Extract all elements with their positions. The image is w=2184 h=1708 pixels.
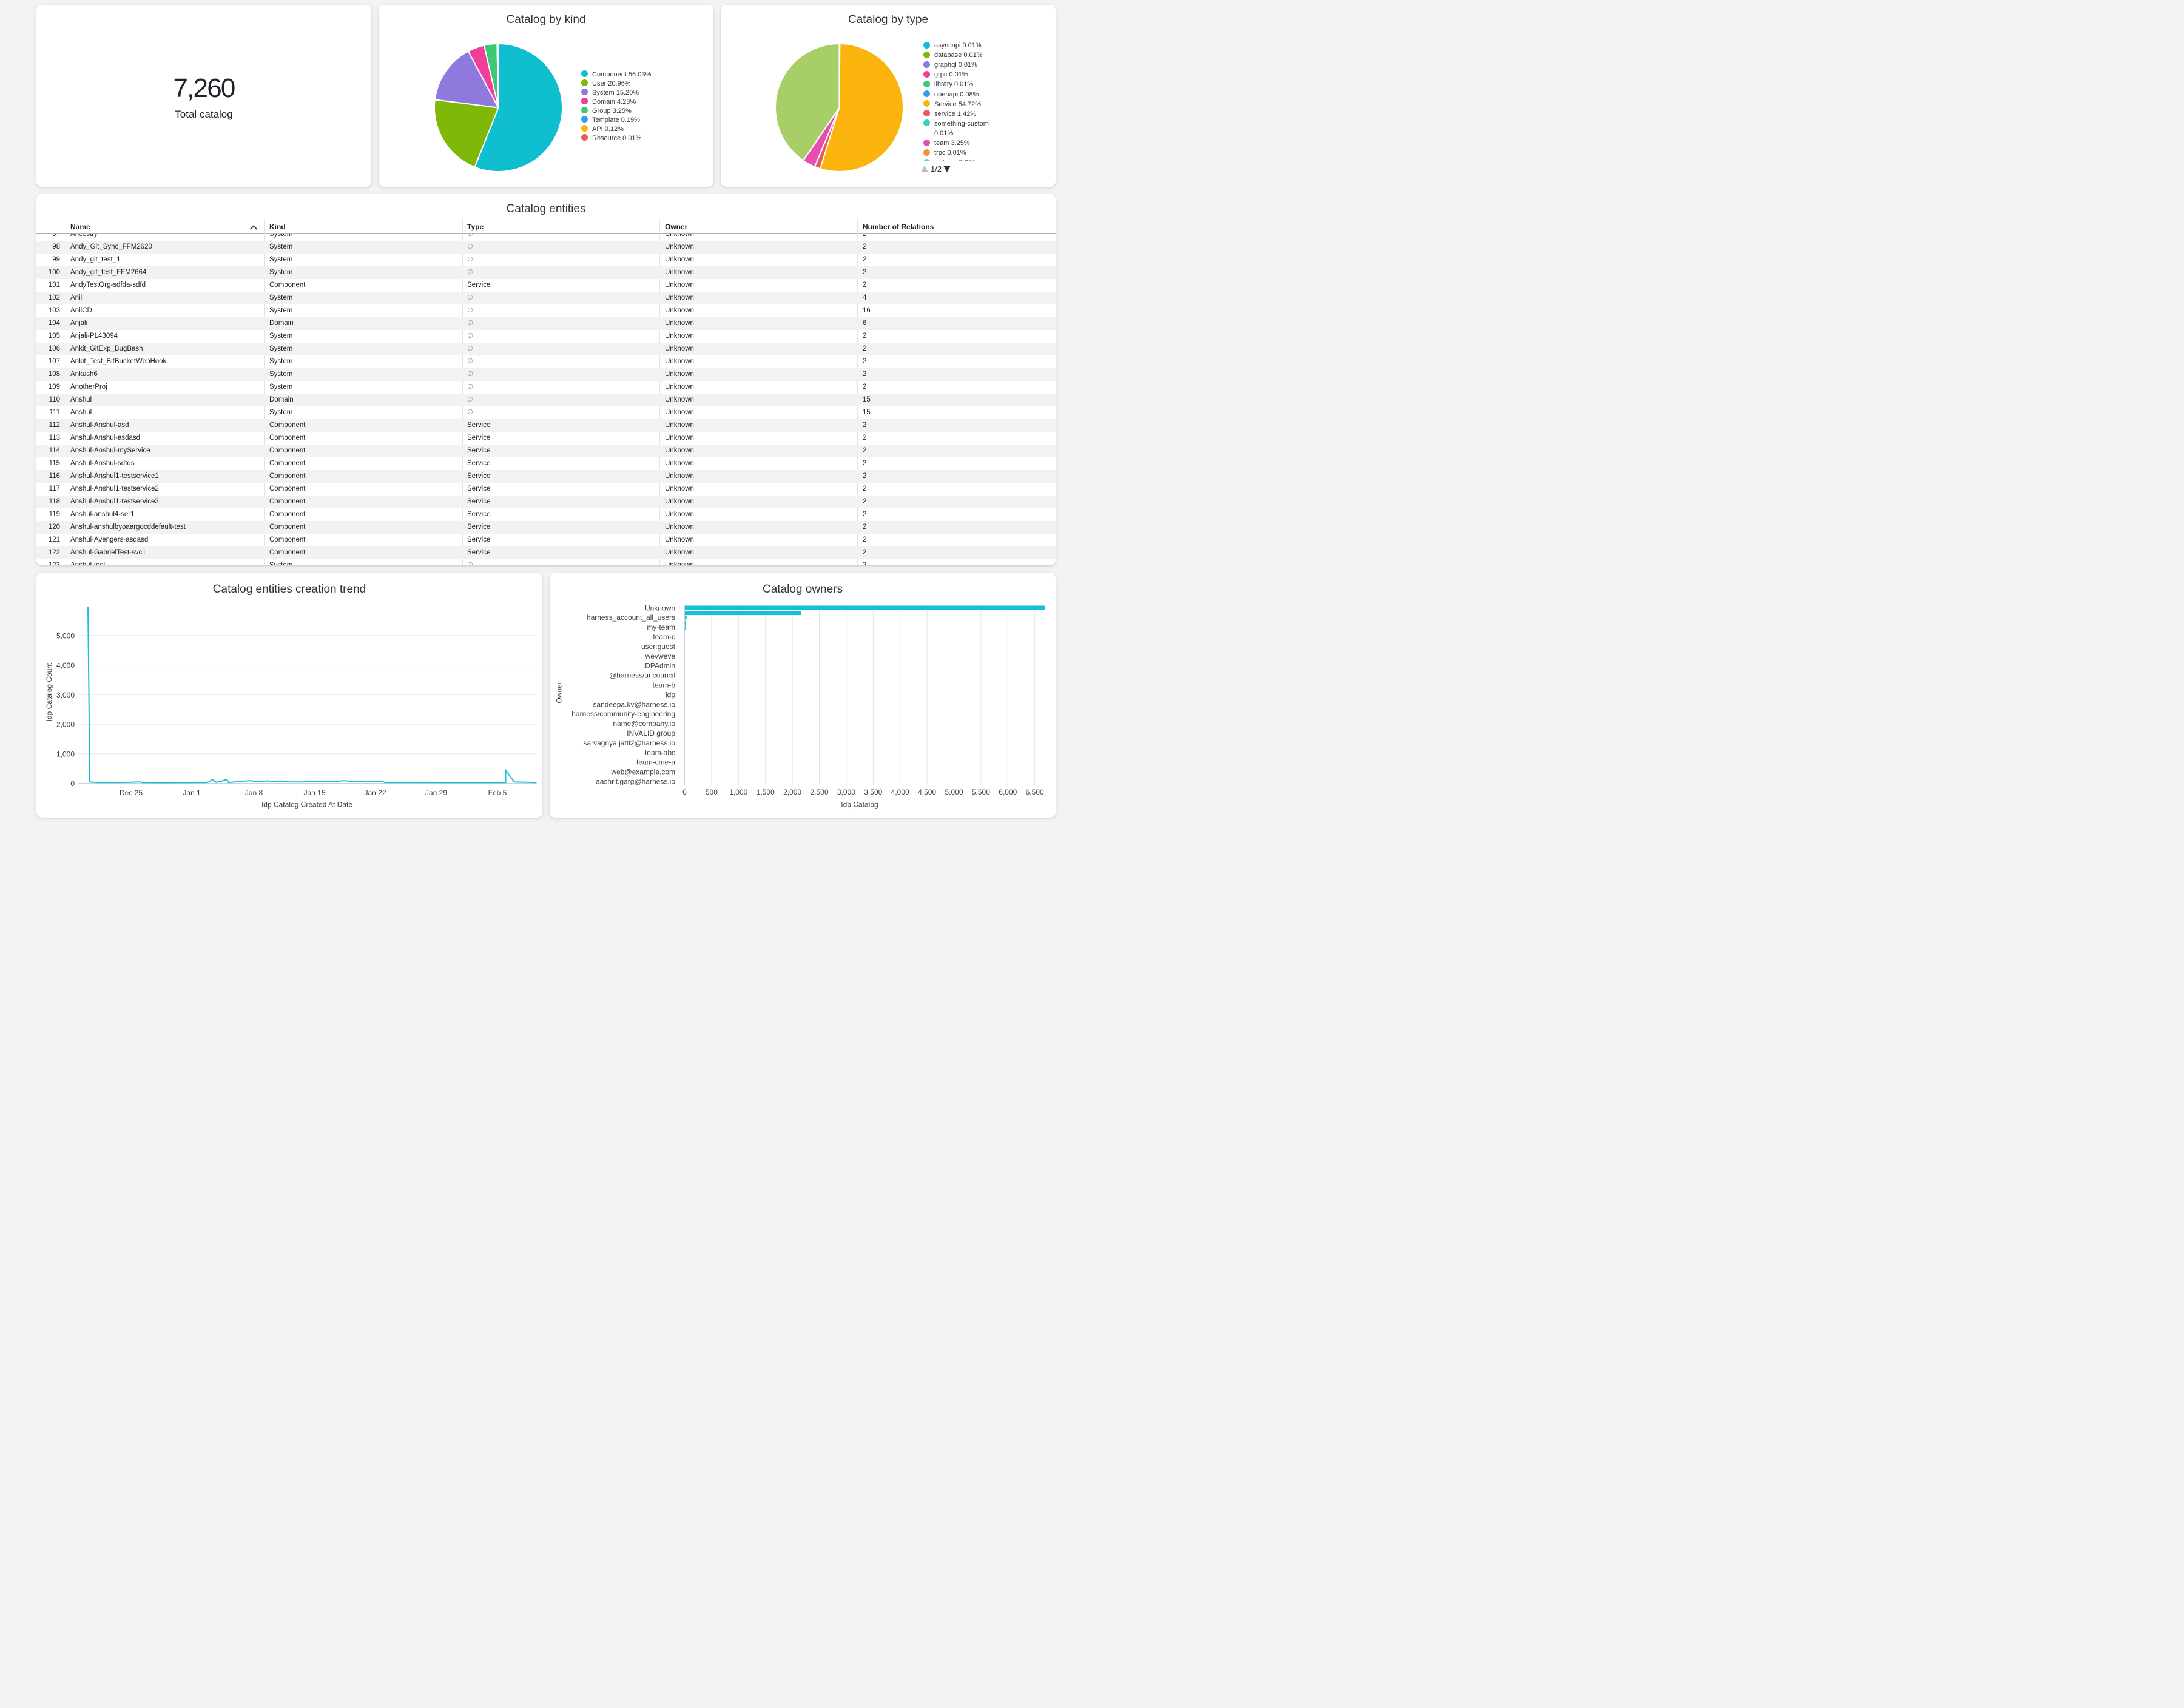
svg-text:Jan 8: Jan 8 [245, 788, 263, 797]
svg-text:user:guest: user:guest [641, 642, 676, 651]
svg-text:web@example.com: web@example.com [610, 768, 675, 776]
svg-text:Jan 15: Jan 15 [303, 788, 325, 797]
svg-text:Dec 25: Dec 25 [120, 788, 143, 797]
svg-text:6,500: 6,500 [1026, 788, 1044, 796]
svg-text:sarvagnya.jatti2@harness.io: sarvagnya.jatti2@harness.io [583, 739, 675, 747]
svg-text:Feb 5: Feb 5 [488, 788, 507, 797]
svg-text:Idp Catalog Count: Idp Catalog Count [45, 662, 53, 721]
svg-text:6,000: 6,000 [999, 788, 1017, 796]
svg-text:2,000: 2,000 [56, 721, 75, 729]
svg-text:4,000: 4,000 [891, 788, 909, 796]
svg-text:INVALID group: INVALID group [627, 729, 675, 738]
svg-text:aashrit.garg@harness.io: aashrit.garg@harness.io [596, 778, 675, 786]
svg-text:0: 0 [70, 779, 75, 788]
svg-text:team-abc: team-abc [645, 748, 675, 757]
svg-text:sandeepa.kv@harness.io: sandeepa.kv@harness.io [593, 700, 675, 708]
svg-text:Idp Catalog Created At Date: Idp Catalog Created At Date [261, 801, 352, 809]
svg-text:IDPAdmin: IDPAdmin [643, 662, 675, 670]
svg-text:5,000: 5,000 [56, 631, 75, 640]
svg-text:0: 0 [682, 788, 687, 796]
svg-text:Jan 1: Jan 1 [183, 788, 201, 797]
svg-text:3,500: 3,500 [864, 788, 882, 796]
svg-text:Unknown: Unknown [645, 604, 675, 612]
svg-text:@harness/ui-council: @harness/ui-council [609, 671, 675, 680]
svg-text:harness_account_all_users: harness_account_all_users [587, 613, 675, 622]
svg-text:1,000: 1,000 [729, 788, 747, 796]
svg-text:team-cme-a: team-cme-a [636, 758, 675, 767]
svg-text:5,500: 5,500 [972, 788, 990, 796]
svg-text:Idp Catalog: Idp Catalog [841, 801, 878, 809]
svg-text:my-team: my-team [647, 623, 675, 631]
svg-text:1,000: 1,000 [56, 750, 75, 758]
svg-text:3,000: 3,000 [56, 691, 75, 699]
svg-text:5,000: 5,000 [945, 788, 963, 796]
svg-text:1,500: 1,500 [757, 788, 775, 796]
svg-text:idp: idp [666, 690, 675, 699]
svg-text:4,000: 4,000 [56, 661, 75, 670]
svg-text:wevweve: wevweve [645, 652, 676, 661]
svg-text:4,500: 4,500 [918, 788, 936, 796]
svg-text:2,000: 2,000 [783, 788, 801, 796]
svg-text:3,000: 3,000 [837, 788, 855, 796]
svg-text:name@company.io: name@company.io [613, 719, 675, 728]
svg-text:Jan 22: Jan 22 [364, 788, 386, 797]
svg-text:Jan 29: Jan 29 [425, 788, 447, 797]
svg-text:team-c: team-c [653, 633, 675, 641]
svg-text:500: 500 [706, 788, 718, 796]
svg-text:harness/community-engineering: harness/community-engineering [571, 710, 675, 718]
svg-text:2,500: 2,500 [810, 788, 828, 796]
svg-text:Owner: Owner [555, 682, 564, 703]
svg-text:team-b: team-b [653, 681, 676, 690]
